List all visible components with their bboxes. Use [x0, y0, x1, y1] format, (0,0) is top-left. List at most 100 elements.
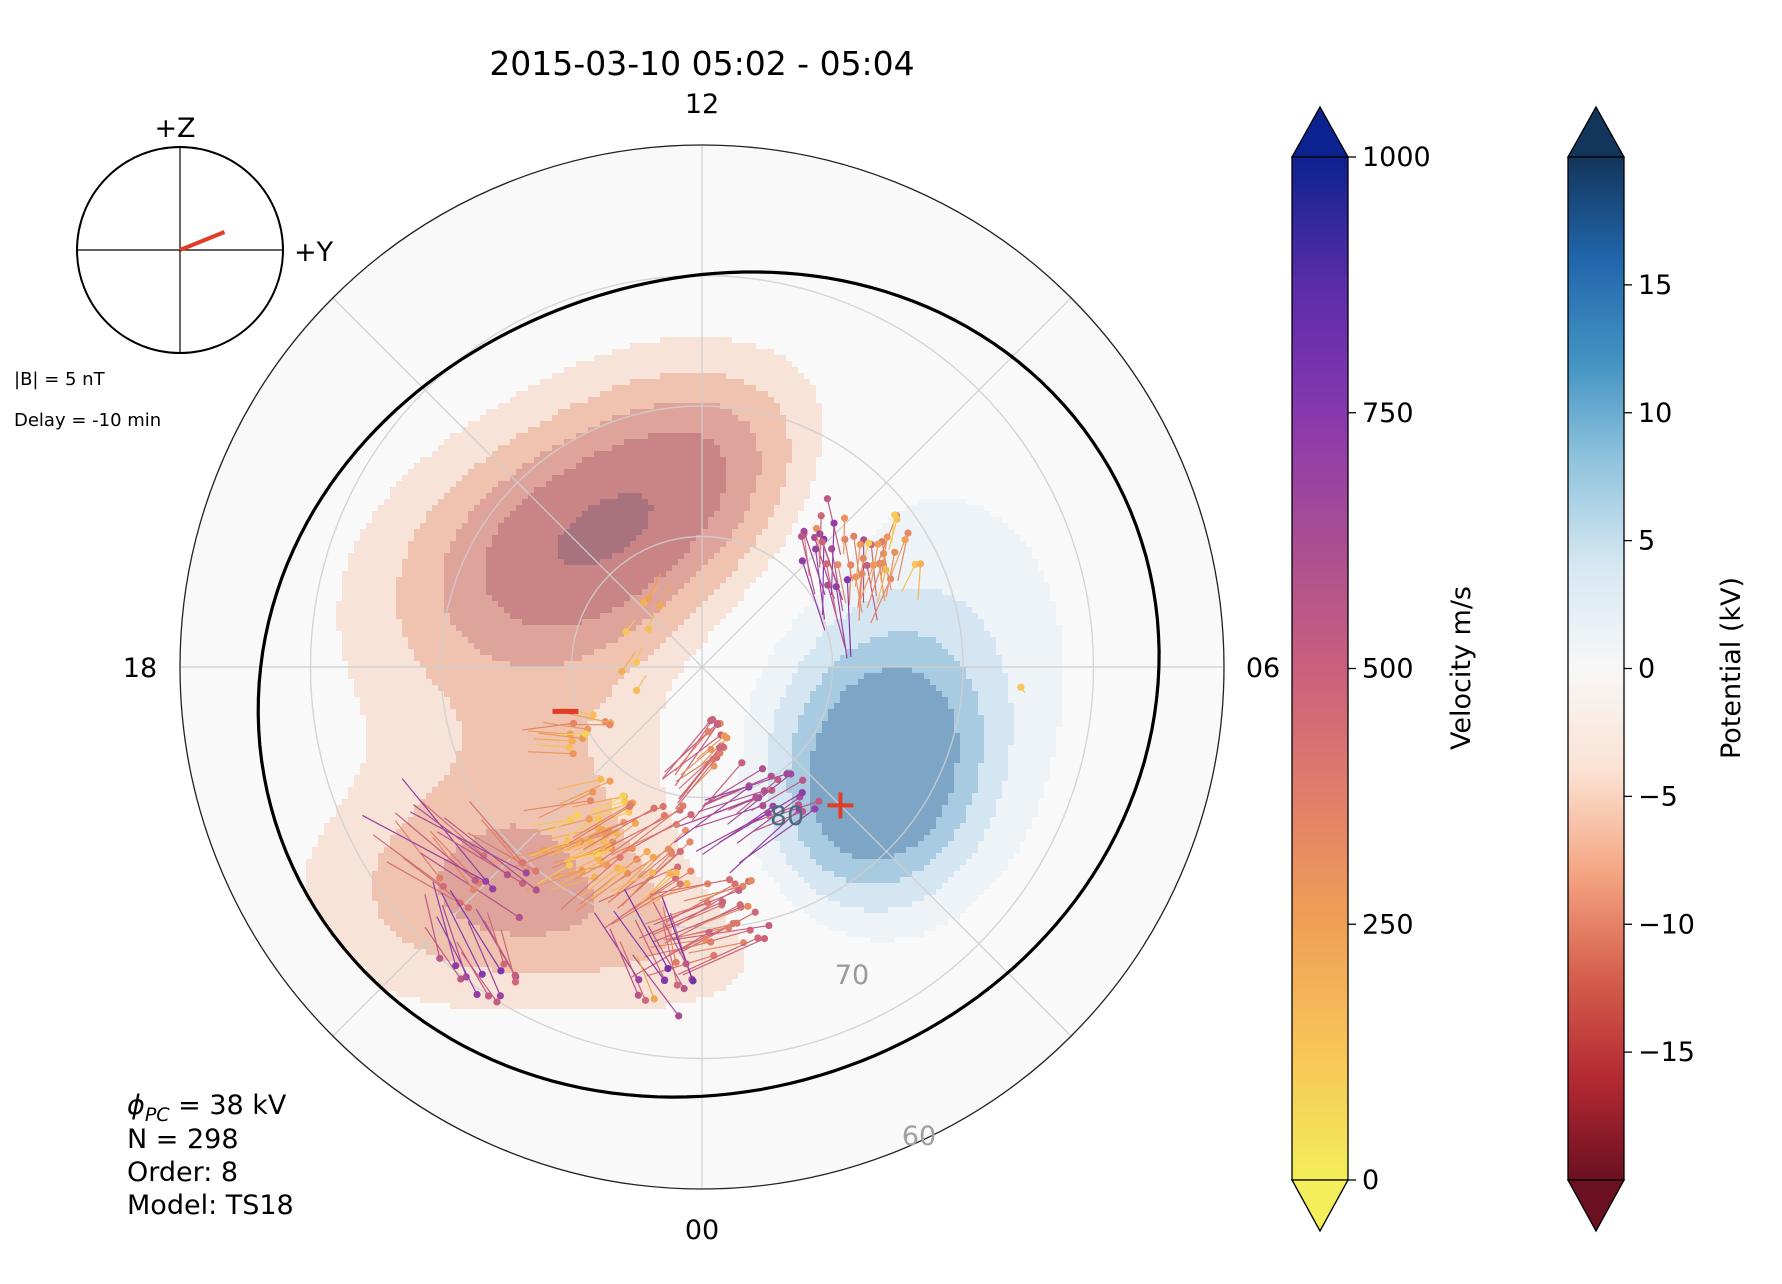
potential-colorbar-bottom-extension [1566, 1179, 1626, 1233]
velocity-vector [467, 832, 537, 872]
velocity-vector [449, 889, 502, 972]
velocity-vector [662, 720, 712, 779]
potential-contour-band [786, 631, 984, 883]
velocity-vector-origin [710, 762, 718, 770]
velocity-vector [866, 563, 883, 609]
velocity-vector-origin [619, 865, 627, 874]
velocity-vector-origin [650, 995, 658, 1003]
velocity-vector [529, 840, 569, 857]
velocity-vector [848, 564, 852, 606]
velocity-vector [580, 867, 618, 898]
colorbar-tick-label: −15 [1638, 1037, 1695, 1068]
velocity-vector-origin [760, 935, 769, 943]
velocity-vector [573, 832, 617, 852]
velocity-vector [678, 746, 725, 790]
velocity-colorbar: 0 250 500 750 1000 Velocity m/s [1290, 105, 1477, 1233]
velocity-vector-origin [436, 954, 444, 962]
boundary-line [256, 270, 1161, 1099]
velocity-vector-origin [511, 978, 520, 986]
potential-colorbar-body [1567, 156, 1625, 1181]
velocity-vector [736, 796, 801, 844]
velocity-vector-origin [834, 561, 842, 569]
velocity-vector [738, 808, 816, 864]
velocity-vector-origin [713, 720, 722, 728]
mlt-meridian [701, 297, 1072, 668]
potential-contour-band [438, 403, 762, 937]
velocity-vector [432, 881, 457, 966]
velocity-vector-origin [716, 749, 724, 757]
heppner-maynard-boundary [256, 270, 1161, 1099]
velocity-vector [644, 941, 711, 958]
velocity-vector-origin [768, 786, 776, 794]
velocity-vector-origin [725, 923, 733, 932]
velocity-vector [692, 797, 757, 823]
velocity-vector-origin [518, 879, 527, 887]
velocity-vector-origin [705, 928, 713, 937]
velocity-vector [559, 780, 611, 805]
velocity-vector-origin [679, 802, 687, 810]
velocity-vector [547, 841, 592, 857]
velocity-vector-origin [457, 975, 465, 983]
velocity-vector [835, 586, 848, 659]
velocity-vector-origin [733, 919, 741, 927]
velocity-vector-origin [473, 990, 481, 999]
velocity-vector-origin [664, 964, 672, 973]
velocity-vector [661, 734, 722, 780]
velocity-vector [604, 877, 677, 929]
phi-value: = 38 kV [170, 1090, 287, 1121]
velocity-colorbar-bottom-extension [1290, 1179, 1350, 1233]
velocity-vector [588, 805, 664, 839]
velocity-vector-origin [672, 869, 680, 877]
velocity-vector [372, 834, 444, 887]
velocity-vector [362, 814, 486, 882]
velocity-vector [649, 879, 730, 896]
velocity-vector [891, 514, 896, 543]
velocity-vector [752, 810, 803, 833]
velocity-vector-origin [471, 876, 479, 884]
velocity-vector-origin [843, 576, 851, 584]
velocity-vector [870, 578, 892, 624]
velocity-vector [483, 920, 516, 976]
lat-label-70: 70 [835, 960, 869, 991]
velocity-vector-origin [815, 797, 823, 805]
velocity-vector-origin [715, 744, 724, 752]
velocity-vector-origin [515, 913, 523, 922]
velocity-vector-origin [686, 838, 694, 846]
potential-colorbar-label: Potential (kV) [1716, 577, 1747, 759]
velocity-vector-origin [613, 864, 621, 872]
potential-contour-band [486, 433, 726, 625]
velocity-vector-origin [891, 511, 899, 519]
velocity-vector [857, 564, 875, 605]
velocity-vector [857, 558, 864, 608]
velocity-vector-origin [882, 566, 890, 574]
velocity-vector-origin [828, 545, 836, 553]
velocity-vector [538, 732, 583, 740]
velocity-vector-origin [496, 992, 505, 1000]
velocity-vector-origin [660, 812, 669, 820]
velocity-vector [846, 579, 852, 657]
velocity-vector [853, 536, 861, 579]
velocity-vector-origin [676, 847, 684, 856]
velocity-vector-origin [606, 777, 614, 785]
velocity-vector-origin [649, 853, 657, 861]
velocity-vector [402, 857, 469, 909]
velocity-vector-origin [735, 886, 743, 894]
velocity-vector-origin [565, 743, 573, 751]
mlt-meridian [701, 666, 1072, 1037]
velocity-vector [674, 757, 718, 810]
mlt-label-00: 00 [685, 1215, 719, 1246]
velocity-vector-origin [736, 901, 744, 909]
velocity-vector-origin [672, 958, 680, 966]
velocity-vector-origin [767, 772, 775, 780]
velocity-vector [401, 778, 494, 890]
velocity-vector [650, 883, 708, 900]
velocity-vector-origin [676, 880, 684, 888]
velocity-vector [646, 954, 714, 977]
velocity-vector-origin [707, 716, 715, 725]
velocity-vector-origin [640, 599, 648, 607]
velocity-vector [621, 853, 672, 907]
velocity-vector-origin [856, 540, 864, 549]
polar-grid [180, 145, 1224, 1189]
chart-title: 2015-03-10 05:02 - 05:04 [489, 44, 914, 83]
velocity-vector-origin [634, 991, 642, 999]
